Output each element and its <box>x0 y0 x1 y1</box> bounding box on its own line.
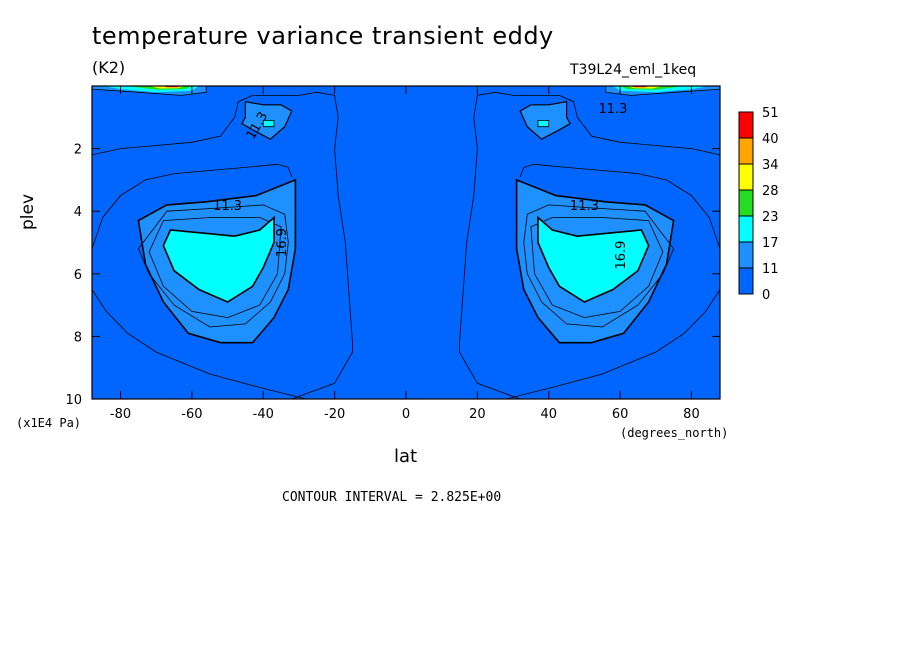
y-tick-label: 8 <box>74 330 82 345</box>
x-tick-label: -80 <box>110 407 131 422</box>
colorbar-label: 17 <box>762 236 779 251</box>
contour-interval: CONTOUR INTERVAL = 2.825E+00 <box>282 490 502 505</box>
colorbar-swatch <box>738 215 754 243</box>
chart-title: temperature variance transient eddy <box>92 22 554 50</box>
contour-label: 16.9 <box>275 228 290 257</box>
contour-label: 11.3 <box>598 102 627 117</box>
y-tick-label: 6 <box>74 268 82 283</box>
nh-contour-lower <box>505 289 720 399</box>
colorbar-swatch <box>738 241 754 269</box>
colorbar-swatch <box>738 163 754 191</box>
sh-lobe-17 <box>162 215 275 303</box>
sh-contour-14 <box>148 217 282 319</box>
colorbar-swatch <box>738 111 754 139</box>
x-tick-label: 0 <box>402 407 410 422</box>
contour-label: 11.3 <box>570 199 599 214</box>
colorbar-label: 28 <box>762 184 779 199</box>
colorbar-label: 51 <box>762 106 779 121</box>
nh-lobe-17 <box>537 215 650 303</box>
contour-label: 16.9 <box>614 241 629 270</box>
nh-contour-inner <box>523 204 675 328</box>
nh-upper-17 <box>537 120 550 128</box>
x-axis-units: (degrees_north) <box>620 426 729 440</box>
colorbar-label: 34 <box>762 158 779 173</box>
sh-contour-outer <box>92 91 353 399</box>
x-tick-label: 60 <box>612 407 629 422</box>
y-tick-label: 2 <box>74 143 82 158</box>
colorbar-label: 40 <box>762 132 779 147</box>
y-tick-label: 4 <box>74 205 82 220</box>
x-tick-label: -60 <box>181 407 202 422</box>
nh-contour-14 <box>530 217 664 319</box>
colorbar-label: 11 <box>762 262 779 277</box>
chart-units: (K2) <box>92 58 126 77</box>
sh-contour-inner <box>137 204 289 328</box>
sh-upper-17 <box>262 120 275 128</box>
y-tick-label: 10 <box>65 393 82 408</box>
colorbar-swatch <box>738 137 754 165</box>
sh-contour-lower <box>92 289 307 399</box>
dataset-label: T39L24_eml_1keq <box>570 62 697 78</box>
contour-label: 11.3 <box>213 199 242 214</box>
x-axis-label: lat <box>394 446 418 467</box>
y-axis-units: (x1E4 Pa) <box>16 416 82 430</box>
x-tick-label: -20 <box>324 407 345 422</box>
nh-contour-outer <box>459 91 720 399</box>
x-tick-label: -40 <box>253 407 274 422</box>
colorbar-swatch <box>738 267 754 295</box>
sh-contour-belt <box>92 163 293 249</box>
x-tick-label: 40 <box>540 407 557 422</box>
x-tick-label: 20 <box>469 407 486 422</box>
x-tick-label: 80 <box>683 407 700 422</box>
nh-contour-belt <box>519 163 720 249</box>
colorbar-label: 0 <box>762 288 770 303</box>
colorbar-label: 23 <box>762 210 779 225</box>
colorbar-swatch <box>738 189 754 217</box>
